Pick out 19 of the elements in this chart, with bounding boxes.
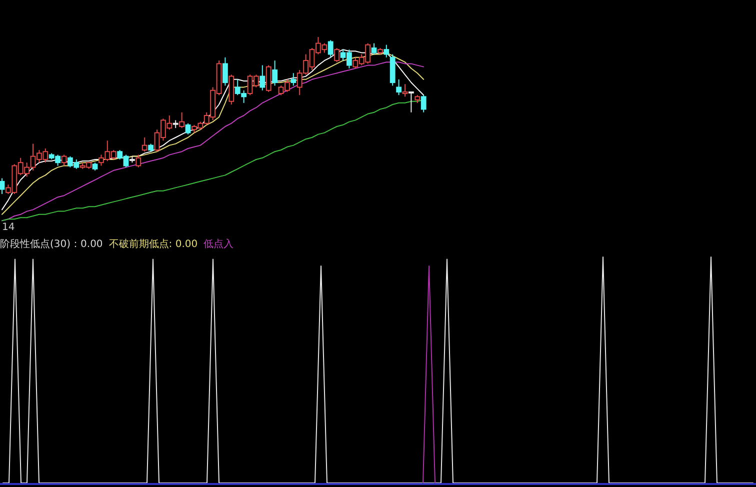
text: 低点入 <box>204 238 234 250</box>
candlestick <box>272 60 278 86</box>
candlestick <box>185 122 191 135</box>
text: 14 <box>2 222 15 233</box>
candlestick <box>396 78 402 96</box>
candlestick <box>290 72 296 86</box>
candlestick <box>142 136 148 152</box>
candlestick <box>222 56 228 86</box>
candlestick <box>266 64 272 92</box>
candlestick <box>61 154 67 166</box>
text: 阶段性低点(30)：0.00 <box>0 238 103 250</box>
candlestick <box>371 42 377 55</box>
candlestick <box>334 47 340 63</box>
candlestick <box>384 44 390 58</box>
candlestick <box>420 94 426 113</box>
text: 不破前期低点: 0.00 <box>108 238 198 250</box>
candlestick <box>0 178 5 194</box>
candlestick <box>328 40 334 58</box>
candlestick <box>260 64 266 91</box>
